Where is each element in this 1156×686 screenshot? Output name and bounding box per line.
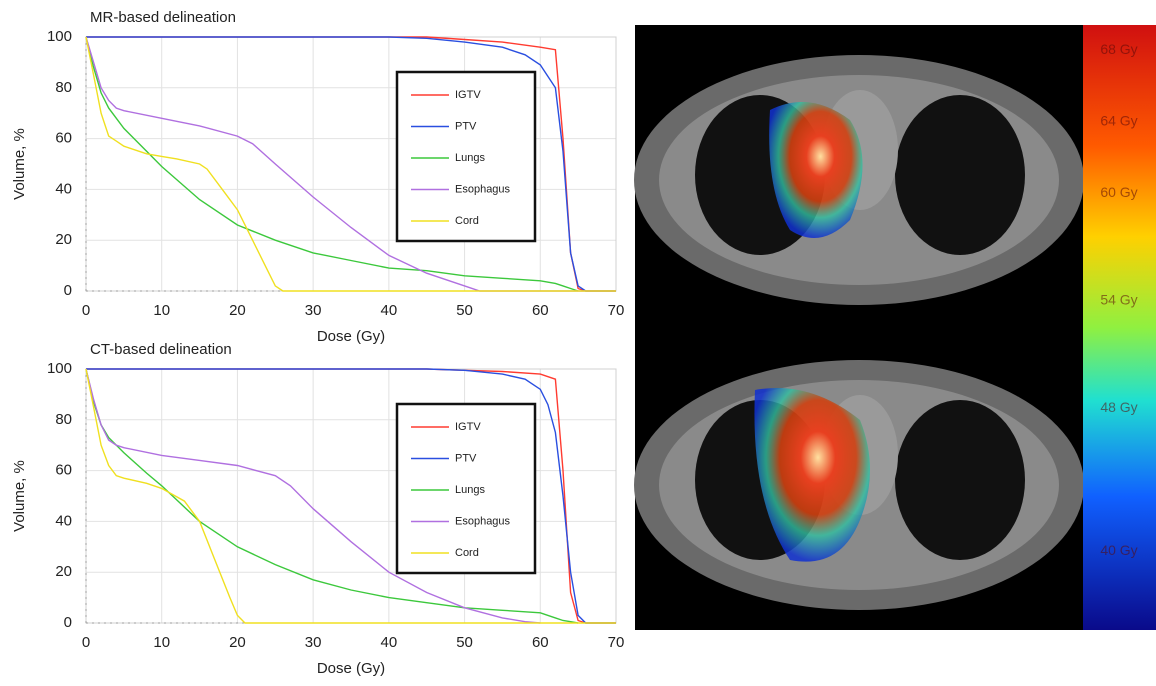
chart-title: MR-based delineation bbox=[90, 9, 236, 26]
y-tick-label: 40 bbox=[55, 512, 72, 529]
x-axis-label: Dose (Gy) bbox=[317, 660, 385, 677]
plot-frame bbox=[85, 36, 617, 292]
series-line bbox=[85, 36, 579, 292]
legend-label: PTV bbox=[455, 120, 477, 132]
series-line bbox=[85, 36, 616, 292]
legend-label: IGTV bbox=[455, 421, 481, 433]
y-tick-label: 60 bbox=[55, 130, 72, 147]
colorbar-label: 68 Gy bbox=[1100, 41, 1137, 57]
legend: IGTV PTV Lungs Esophagus Cord bbox=[395, 70, 537, 243]
colorbar-label: 64 Gy bbox=[1100, 112, 1137, 128]
legend-label: Cord bbox=[455, 215, 479, 227]
series-line bbox=[86, 368, 616, 624]
series-line bbox=[86, 36, 616, 292]
legend-box bbox=[395, 70, 537, 243]
x-tick-label: 20 bbox=[229, 634, 246, 651]
colorbar-label: 40 Gy bbox=[1100, 542, 1137, 558]
y-tick-label: 100 bbox=[47, 28, 72, 45]
y-tick-label: 80 bbox=[55, 79, 72, 96]
legend-label: Cord bbox=[455, 547, 479, 559]
legend-label: Esophagus bbox=[455, 183, 511, 195]
x-tick-label: 0 bbox=[82, 302, 90, 319]
x-tick-label: 0 bbox=[82, 634, 90, 651]
y-tick-label: 20 bbox=[55, 231, 72, 248]
y-tick-label: 0 bbox=[64, 614, 72, 631]
x-tick-label: 30 bbox=[305, 302, 322, 319]
series-line bbox=[85, 368, 541, 624]
legend-box bbox=[395, 402, 537, 575]
series-line bbox=[85, 36, 616, 292]
y-tick-label: 0 bbox=[64, 282, 72, 299]
y-tick-label: 80 bbox=[55, 411, 72, 428]
x-tick-label: 40 bbox=[381, 302, 398, 319]
plot-frame bbox=[85, 368, 617, 624]
y-tick-label: 60 bbox=[55, 462, 72, 479]
x-axis-label: Dose (Gy) bbox=[317, 328, 385, 345]
x-tick-label: 50 bbox=[456, 634, 473, 651]
series-line bbox=[85, 368, 616, 624]
x-tick-label: 70 bbox=[608, 634, 625, 651]
legend: IGTV PTV Lungs Esophagus Cord bbox=[395, 402, 537, 575]
y-tick-label: 20 bbox=[55, 563, 72, 580]
x-tick-label: 10 bbox=[153, 302, 170, 319]
legend-label: IGTV bbox=[455, 89, 481, 101]
chart: MR-based delineation 0 20 40 60 80 100 0 10 20 30 4… bbox=[11, 9, 624, 345]
x-tick-label: 30 bbox=[305, 634, 322, 651]
colorbar-label: 48 Gy bbox=[1100, 399, 1137, 415]
x-tick-label: 50 bbox=[456, 302, 473, 319]
legend-label: PTV bbox=[455, 452, 477, 464]
legend-label: Lungs bbox=[455, 152, 485, 164]
legend-label: Lungs bbox=[455, 484, 485, 496]
legend-label: Esophagus bbox=[455, 515, 511, 527]
y-axis-label: Volume, % bbox=[11, 128, 28, 200]
series-line bbox=[86, 36, 616, 292]
y-axis-label: Volume, % bbox=[11, 460, 28, 532]
chart-title: CT-based delineation bbox=[90, 341, 232, 358]
colorbar-label: 60 Gy bbox=[1100, 184, 1137, 200]
x-tick-label: 10 bbox=[153, 634, 170, 651]
x-tick-label: 20 bbox=[229, 302, 246, 319]
chart: CT-based delineation 0 20 40 60 80 100 0 10 20 30 4… bbox=[11, 341, 624, 677]
x-tick-label: 40 bbox=[381, 634, 398, 651]
colorbar: 68 Gy 64 Gy 60 Gy 54 Gy 48 Gy 40 Gy bbox=[1100, 41, 1137, 558]
x-tick-label: 60 bbox=[532, 302, 549, 319]
x-tick-label: 70 bbox=[608, 302, 625, 319]
y-tick-label: 100 bbox=[47, 360, 72, 377]
y-tick-label: 40 bbox=[55, 180, 72, 197]
colorbar-label: 54 Gy bbox=[1100, 291, 1137, 307]
x-tick-label: 60 bbox=[532, 634, 549, 651]
ct-image bbox=[634, 25, 1156, 630]
series-line bbox=[86, 368, 616, 624]
